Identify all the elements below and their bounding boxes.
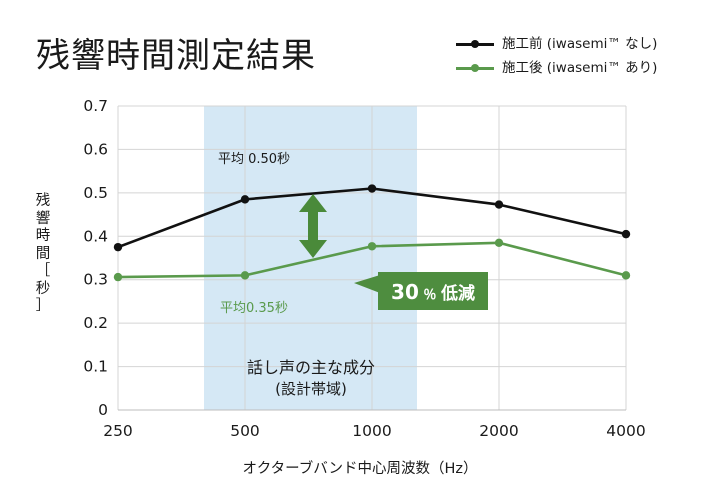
y-axis-label-char: 残 <box>35 193 51 209</box>
data-point-0 <box>494 200 504 209</box>
avg-after-label: 平均0.35秒 <box>220 301 288 316</box>
legend-swatch-after <box>456 64 494 72</box>
y-tick-label: 0.5 <box>83 184 108 202</box>
y-tick-label: 0 <box>98 401 108 419</box>
x-tick-label: 4000 <box>606 422 645 440</box>
data-point-0 <box>240 195 250 204</box>
data-point-1 <box>494 238 504 247</box>
avg-before-label: 平均 0.50秒 <box>218 152 290 167</box>
y-tick-label: 0.7 <box>83 97 108 115</box>
badge-box <box>378 272 488 310</box>
legend-label-after: 施工後 (iwasemi™ あり) <box>502 60 658 76</box>
arrow-head-up <box>299 194 327 212</box>
y-tick-label: 0.6 <box>83 140 108 158</box>
reduction-badge: 30 ％ 低減 <box>354 272 488 310</box>
y-axis-label-char: 響 <box>35 210 51 227</box>
x-tick-label: 250 <box>103 422 133 440</box>
x-tick-label: 2000 <box>479 422 518 440</box>
legend-swatch-before <box>456 40 494 48</box>
badge-pointer <box>354 275 380 293</box>
y-tick-label: 0.1 <box>83 358 108 376</box>
band-label-line1: 話し声の主な成分 <box>247 358 375 377</box>
y-tick-label: 0.2 <box>83 314 108 332</box>
data-point-1 <box>367 242 377 251</box>
y-axis-label-char: ［ <box>35 263 51 279</box>
arrow-head-down <box>299 240 327 258</box>
x-axis-label: オクターブバンド中心周波数（Hz） <box>242 461 478 477</box>
data-point-1 <box>113 272 123 282</box>
data-point-1 <box>240 271 250 280</box>
y-tick-label: 0.3 <box>83 271 108 289</box>
chart-title: 残響時間測定結果 <box>36 36 316 76</box>
reduction-arrow-icon <box>299 194 327 258</box>
band-label-line2: (設計帯域) <box>275 380 347 398</box>
data-point-0 <box>367 184 377 193</box>
x-tick-label: 500 <box>230 422 260 440</box>
y-axis-label: 残 響 時 間 ［ 秒 ］ <box>34 193 52 316</box>
data-point-0 <box>113 242 123 252</box>
data-point-1 <box>621 271 631 280</box>
y-axis-label-char: 秒 <box>35 280 51 297</box>
x-tick-label: 1000 <box>352 422 391 440</box>
y-axis-label-char: ］ <box>35 298 51 314</box>
y-axis-label-char: 間 <box>35 245 51 262</box>
legend-label-before: 施工前 (iwasemi™ なし) <box>502 36 658 52</box>
y-tick-label: 0.4 <box>83 227 108 245</box>
y-axis-label-char: 時 <box>35 228 51 244</box>
badge-text: 30 ％ 低減 <box>391 280 475 304</box>
data-point-0 <box>621 229 631 239</box>
design-band-highlight <box>204 106 417 410</box>
arrow-shaft <box>308 208 318 244</box>
